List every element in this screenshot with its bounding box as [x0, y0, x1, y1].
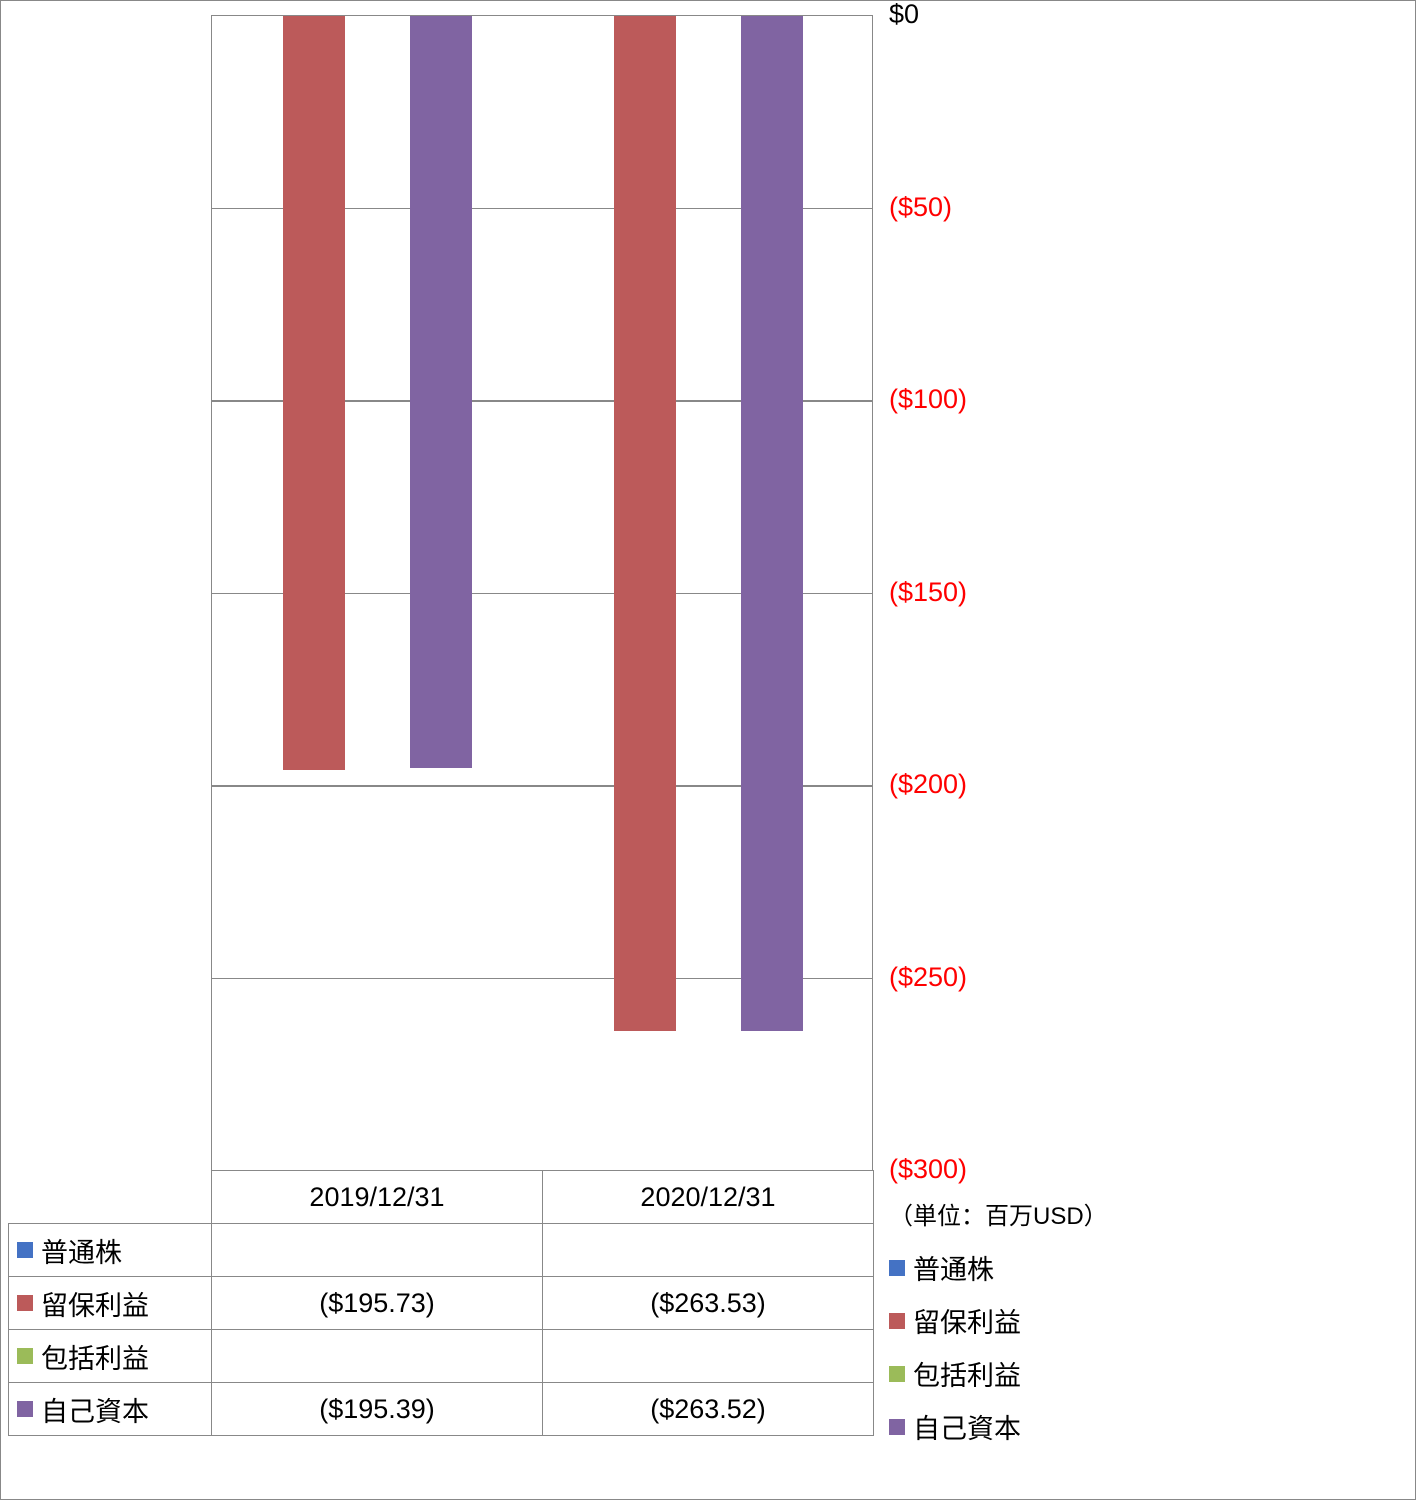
legend-label: 普通株: [913, 1248, 994, 1287]
series-row-header: 包括利益: [9, 1330, 212, 1383]
data-cell: ($195.39): [212, 1383, 543, 1436]
series-row-header: 留保利益: [9, 1277, 212, 1330]
data-table: 2019/12/312020/12/31 普通株留保利益 ($195.73)($26…: [8, 1170, 874, 1436]
y-tick-label: ($300): [889, 1154, 967, 1185]
data-cell: [543, 1224, 874, 1277]
y-tick-label: ($200): [889, 769, 967, 800]
legend-swatch: [889, 1366, 905, 1382]
series-name: 留保利益: [41, 1291, 149, 1321]
category-header: 2020/12/31: [543, 1171, 874, 1224]
y-tick-label: ($50): [889, 192, 952, 223]
series-swatch: [17, 1295, 33, 1311]
series-swatch: [17, 1348, 33, 1364]
table-corner: [9, 1171, 212, 1224]
legend-label: 自己資本: [913, 1407, 1021, 1446]
legend-item: 包括利益: [889, 1347, 1021, 1400]
legend-label: 留保利益: [913, 1301, 1021, 1340]
data-cell: [212, 1224, 543, 1277]
data-cell: [543, 1330, 874, 1383]
chart-container: $0 ($50) ($100) ($150) ($200) ($250) ($300) （単…: [0, 0, 1416, 1500]
legend-item: 留保利益: [889, 1294, 1021, 1347]
y-tick-label: ($250): [889, 962, 967, 993]
legend: 普通株留保利益包括利益自己資本: [889, 1241, 1021, 1453]
y-tick-label: $0: [889, 0, 919, 30]
axis-unit-label: （単位：百万USD）: [889, 1196, 1108, 1231]
data-cell: ($195.73): [212, 1277, 543, 1330]
data-cell: [212, 1330, 543, 1383]
legend-item: 普通株: [889, 1241, 1021, 1294]
series-name: 普通株: [41, 1238, 122, 1268]
data-cell: ($263.53): [543, 1277, 874, 1330]
series-row-header: 普通株: [9, 1224, 212, 1277]
bar-自己資本: [741, 16, 803, 1031]
y-tick-label: ($100): [889, 384, 967, 415]
legend-swatch: [889, 1419, 905, 1435]
legend-item: 自己資本: [889, 1400, 1021, 1453]
series-name: 自己資本: [41, 1397, 149, 1427]
data-cell: ($263.52): [543, 1383, 874, 1436]
legend-swatch: [889, 1260, 905, 1276]
legend-swatch: [889, 1313, 905, 1329]
bar-自己資本: [410, 16, 472, 768]
bar-留保利益: [614, 16, 676, 1031]
plot-area: [211, 15, 873, 1170]
legend-label: 包括利益: [913, 1354, 1021, 1393]
series-swatch: [17, 1242, 33, 1258]
category-header: 2019/12/31: [212, 1171, 543, 1224]
bar-留保利益: [283, 16, 345, 770]
series-row-header: 自己資本: [9, 1383, 212, 1436]
series-name: 包括利益: [41, 1344, 149, 1374]
series-swatch: [17, 1401, 33, 1417]
y-tick-label: ($150): [889, 577, 967, 608]
